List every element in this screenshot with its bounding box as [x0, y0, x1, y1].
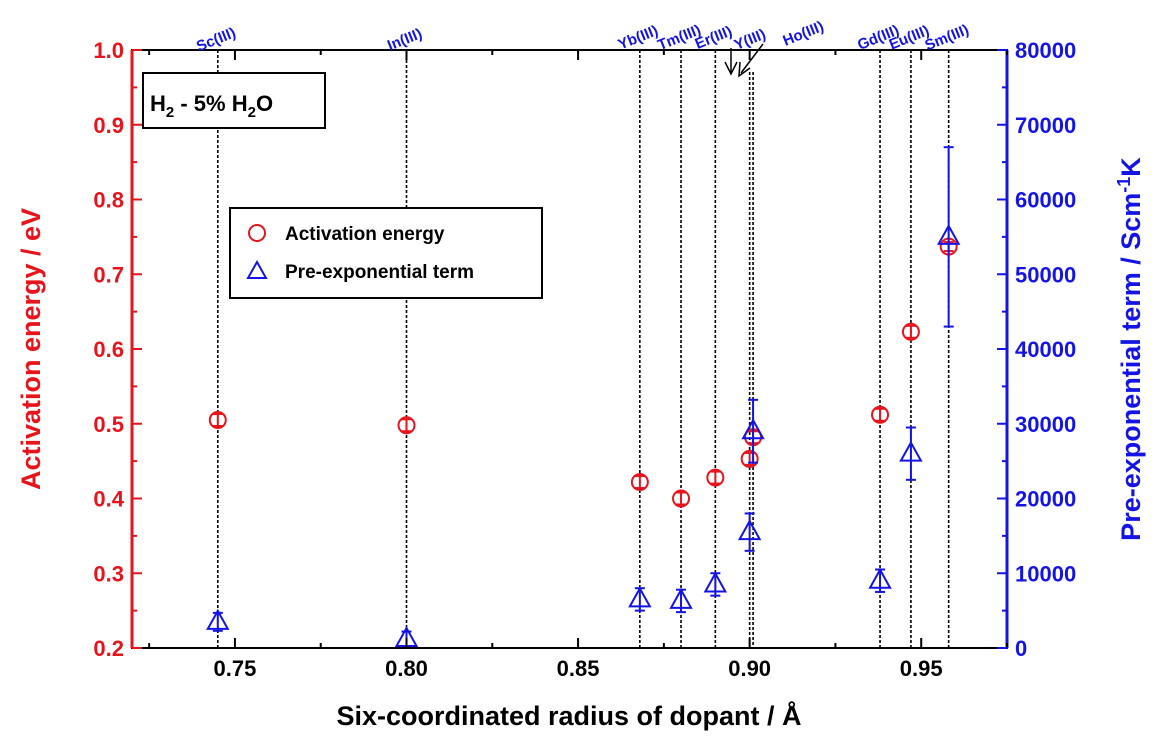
annotation-mid: - 5% H — [174, 91, 247, 116]
left-tick-label: 0.3 — [93, 561, 124, 586]
y-arrow-head — [724, 61, 738, 76]
right-tick-label: 80000 — [1015, 38, 1076, 63]
preexp-point — [669, 587, 693, 609]
left-tick-label: 0.6 — [93, 337, 124, 362]
legend-label-activation: Activation energy — [285, 224, 445, 245]
preexp-point — [628, 586, 652, 608]
legend: Activation energy Pre-exponential term — [229, 207, 543, 299]
legend-triangle-marker — [246, 259, 268, 279]
preexp-point — [206, 608, 230, 630]
annotation-box — [142, 72, 326, 129]
annotation-text: H2 - 5% H2O — [150, 91, 273, 121]
annotation-h: H — [150, 91, 166, 116]
dopant-label: Yb(III) — [616, 22, 661, 53]
x-tick-label: 0.95 — [900, 656, 943, 681]
x-tick-label: 0.75 — [214, 656, 257, 681]
x-tick-label: 0.85 — [557, 656, 600, 681]
legend-label-preexp: Pre-exponential term — [285, 262, 474, 283]
right-tick-label: 60000 — [1015, 188, 1076, 213]
preexp-point — [703, 571, 728, 593]
dopant-guide-lines — [216, 50, 950, 648]
activation-point — [208, 411, 227, 430]
activation-point — [397, 416, 416, 435]
right-tick-label: 40000 — [1015, 337, 1076, 362]
x-tick-label: 0.90 — [728, 656, 771, 681]
activation-point — [672, 489, 691, 508]
data-series — [206, 146, 961, 648]
preexp-point — [741, 418, 765, 440]
right-tick-label: 70000 — [1015, 113, 1076, 138]
left-tick-label: 0.9 — [93, 113, 124, 138]
legend-box — [229, 207, 543, 299]
dopant-arrows — [724, 43, 764, 78]
right-axis-title-main: Pre-exponential term / Scm — [1116, 193, 1146, 541]
left-tick-label: 0.4 — [93, 487, 124, 512]
preexp-point — [737, 519, 762, 541]
right-tick-label: 0 — [1015, 636, 1027, 661]
x-axis-title: Six-coordinated radius of dopant / Å — [336, 700, 801, 731]
x-tick-label: 0.80 — [385, 656, 428, 681]
activation-point — [706, 468, 725, 487]
activation-point — [740, 449, 759, 468]
left-axis-title: Activation energy / eV — [16, 208, 46, 490]
preexp-point — [899, 440, 923, 462]
left-tick-label: 0.5 — [93, 412, 124, 437]
dopant-label: Ho(III) — [781, 18, 827, 50]
left-tick-label: 0.7 — [93, 262, 124, 287]
pre-exponential-series — [206, 146, 961, 648]
right-axis-title-sup: -1 — [1114, 177, 1134, 193]
legend-circle-marker — [248, 224, 266, 242]
preexp-point — [936, 223, 961, 245]
right-tick-label: 20000 — [1015, 487, 1076, 512]
annotation-tail: O — [256, 91, 273, 116]
ho-arrow-head — [738, 61, 751, 78]
activation-point — [901, 322, 920, 341]
annotation-sub-1: 2 — [166, 104, 174, 121]
right-tick-label: 50000 — [1015, 262, 1076, 287]
right-axis-title-tail: K — [1116, 157, 1146, 177]
left-tick-label: 0.2 — [93, 636, 124, 661]
activation-point — [630, 473, 649, 492]
activation-point — [871, 405, 890, 424]
preexp-point — [868, 567, 892, 589]
left-tick-label: 1.0 — [93, 38, 124, 63]
plot-frame — [131, 49, 1008, 649]
annotation-sub-2: 2 — [248, 104, 256, 121]
ho-arrow-shaft — [740, 43, 764, 74]
right-tick-label: 10000 — [1015, 561, 1076, 586]
right-tick-label: 30000 — [1015, 412, 1076, 437]
condition-annotation: H2 - 5% H2O — [142, 72, 326, 129]
left-tick-label: 0.8 — [93, 188, 124, 213]
right-axis-title: Pre-exponential term / Scm-1K — [1114, 157, 1146, 541]
axis-ticks: 0.75 0.80 0.85 0.90 0.950.20.30.40.50.60.70.… — [93, 38, 1076, 681]
